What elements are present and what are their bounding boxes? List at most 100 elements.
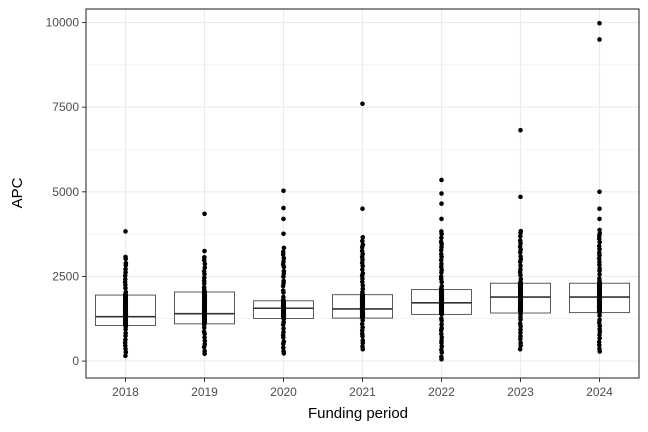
- outlier-point-2018: [123, 229, 128, 234]
- y-tick-label: 7500: [52, 100, 79, 114]
- point-2021: [360, 292, 365, 298]
- point-2019: [201, 344, 207, 350]
- outlier-point-2024: [597, 37, 602, 42]
- point-2023: [518, 230, 523, 236]
- point-2022: [438, 331, 444, 337]
- x-tick-label: 2024: [586, 385, 613, 399]
- outlier-point-2019: [202, 248, 207, 254]
- point-2023: [517, 298, 523, 303]
- outlier-point-2021: [360, 206, 365, 212]
- outlier-point-2022: [439, 216, 444, 222]
- point-2019: [202, 271, 207, 277]
- point-2023: [518, 263, 523, 269]
- y-tick-label: 10000: [46, 16, 80, 30]
- point-2023: [518, 288, 523, 293]
- point-2022: [439, 299, 445, 305]
- point-2024: [597, 246, 602, 252]
- x-tick-label: 2020: [270, 385, 297, 399]
- point-2020: [281, 309, 287, 314]
- data-points: [122, 20, 603, 362]
- point-2020: [281, 316, 287, 322]
- point-2019: [202, 261, 208, 267]
- point-2024: [597, 252, 602, 258]
- point-2020: [281, 274, 286, 279]
- point-2024: [597, 342, 602, 348]
- point-2022: [439, 322, 444, 327]
- outlier-point-2020: [281, 205, 286, 211]
- point-2022: [438, 286, 444, 291]
- x-tick-label: 2019: [191, 385, 218, 399]
- point-2021: [360, 235, 366, 240]
- point-2023: [518, 324, 523, 329]
- point-2020: [281, 326, 286, 331]
- point-2019: [201, 257, 207, 263]
- point-2023: [518, 279, 523, 285]
- point-2021: [360, 238, 365, 244]
- x-tick-label: 2021: [349, 385, 376, 399]
- y-tick-label: 2500: [52, 269, 79, 283]
- point-2021: [360, 276, 365, 281]
- point-2019: [202, 303, 208, 308]
- point-2018: [123, 285, 128, 291]
- point-2021: [359, 244, 365, 250]
- point-2018: [123, 297, 128, 303]
- point-2019: [202, 293, 208, 299]
- point-2018: [123, 349, 129, 355]
- point-2022: [439, 343, 445, 349]
- outlier-point-2021: [360, 101, 365, 107]
- point-2024: [597, 239, 603, 245]
- point-2020: [281, 351, 287, 356]
- point-2021: [360, 308, 366, 313]
- point-2022: [439, 279, 445, 285]
- point-2024: [596, 297, 602, 303]
- point-2023: [518, 234, 523, 239]
- point-2018: [123, 262, 129, 268]
- point-2023: [517, 259, 523, 265]
- x-tick-label: 2023: [507, 385, 534, 399]
- point-2019: [201, 322, 207, 327]
- point-2023: [518, 343, 523, 348]
- point-2019: [202, 312, 207, 318]
- point-2021: [360, 279, 365, 285]
- outlier-point-2024: [597, 189, 602, 195]
- point-2022: [439, 318, 444, 324]
- point-2024: [597, 262, 602, 268]
- x-axis-title: Funding period: [308, 405, 408, 422]
- outlier-point-2024: [597, 20, 602, 26]
- point-2019: [201, 325, 207, 331]
- point-2022: [439, 350, 445, 355]
- point-2023: [518, 330, 523, 335]
- point-2018: [123, 333, 128, 339]
- outlier-point-2024: [597, 216, 602, 222]
- point-2019: [202, 338, 208, 344]
- outlier-point-2019: [202, 211, 207, 217]
- point-2024: [597, 335, 602, 341]
- point-2022: [439, 311, 445, 317]
- point-2020: [281, 264, 287, 270]
- point-2023: [518, 336, 523, 342]
- point-2023: [518, 272, 523, 278]
- point-2024: [597, 290, 602, 296]
- point-2021: [360, 346, 366, 352]
- outlier-point-2024: [597, 206, 602, 212]
- point-2024: [596, 304, 602, 309]
- point-2021: [359, 321, 365, 327]
- point-2019: [202, 335, 207, 340]
- point-2019: [202, 297, 207, 302]
- point-2021: [359, 299, 365, 304]
- point-2020: [280, 322, 286, 327]
- point-2023: [517, 250, 523, 255]
- point-2022: [439, 231, 444, 237]
- point-2023: [518, 317, 523, 322]
- point-2022: [439, 290, 444, 295]
- point-2021: [360, 340, 366, 346]
- point-2022: [438, 257, 444, 263]
- point-2019: [202, 351, 207, 357]
- point-2024: [597, 313, 602, 318]
- point-2021: [360, 267, 365, 272]
- point-2020: [281, 245, 287, 251]
- point-2018: [123, 291, 128, 297]
- point-2019: [202, 265, 208, 270]
